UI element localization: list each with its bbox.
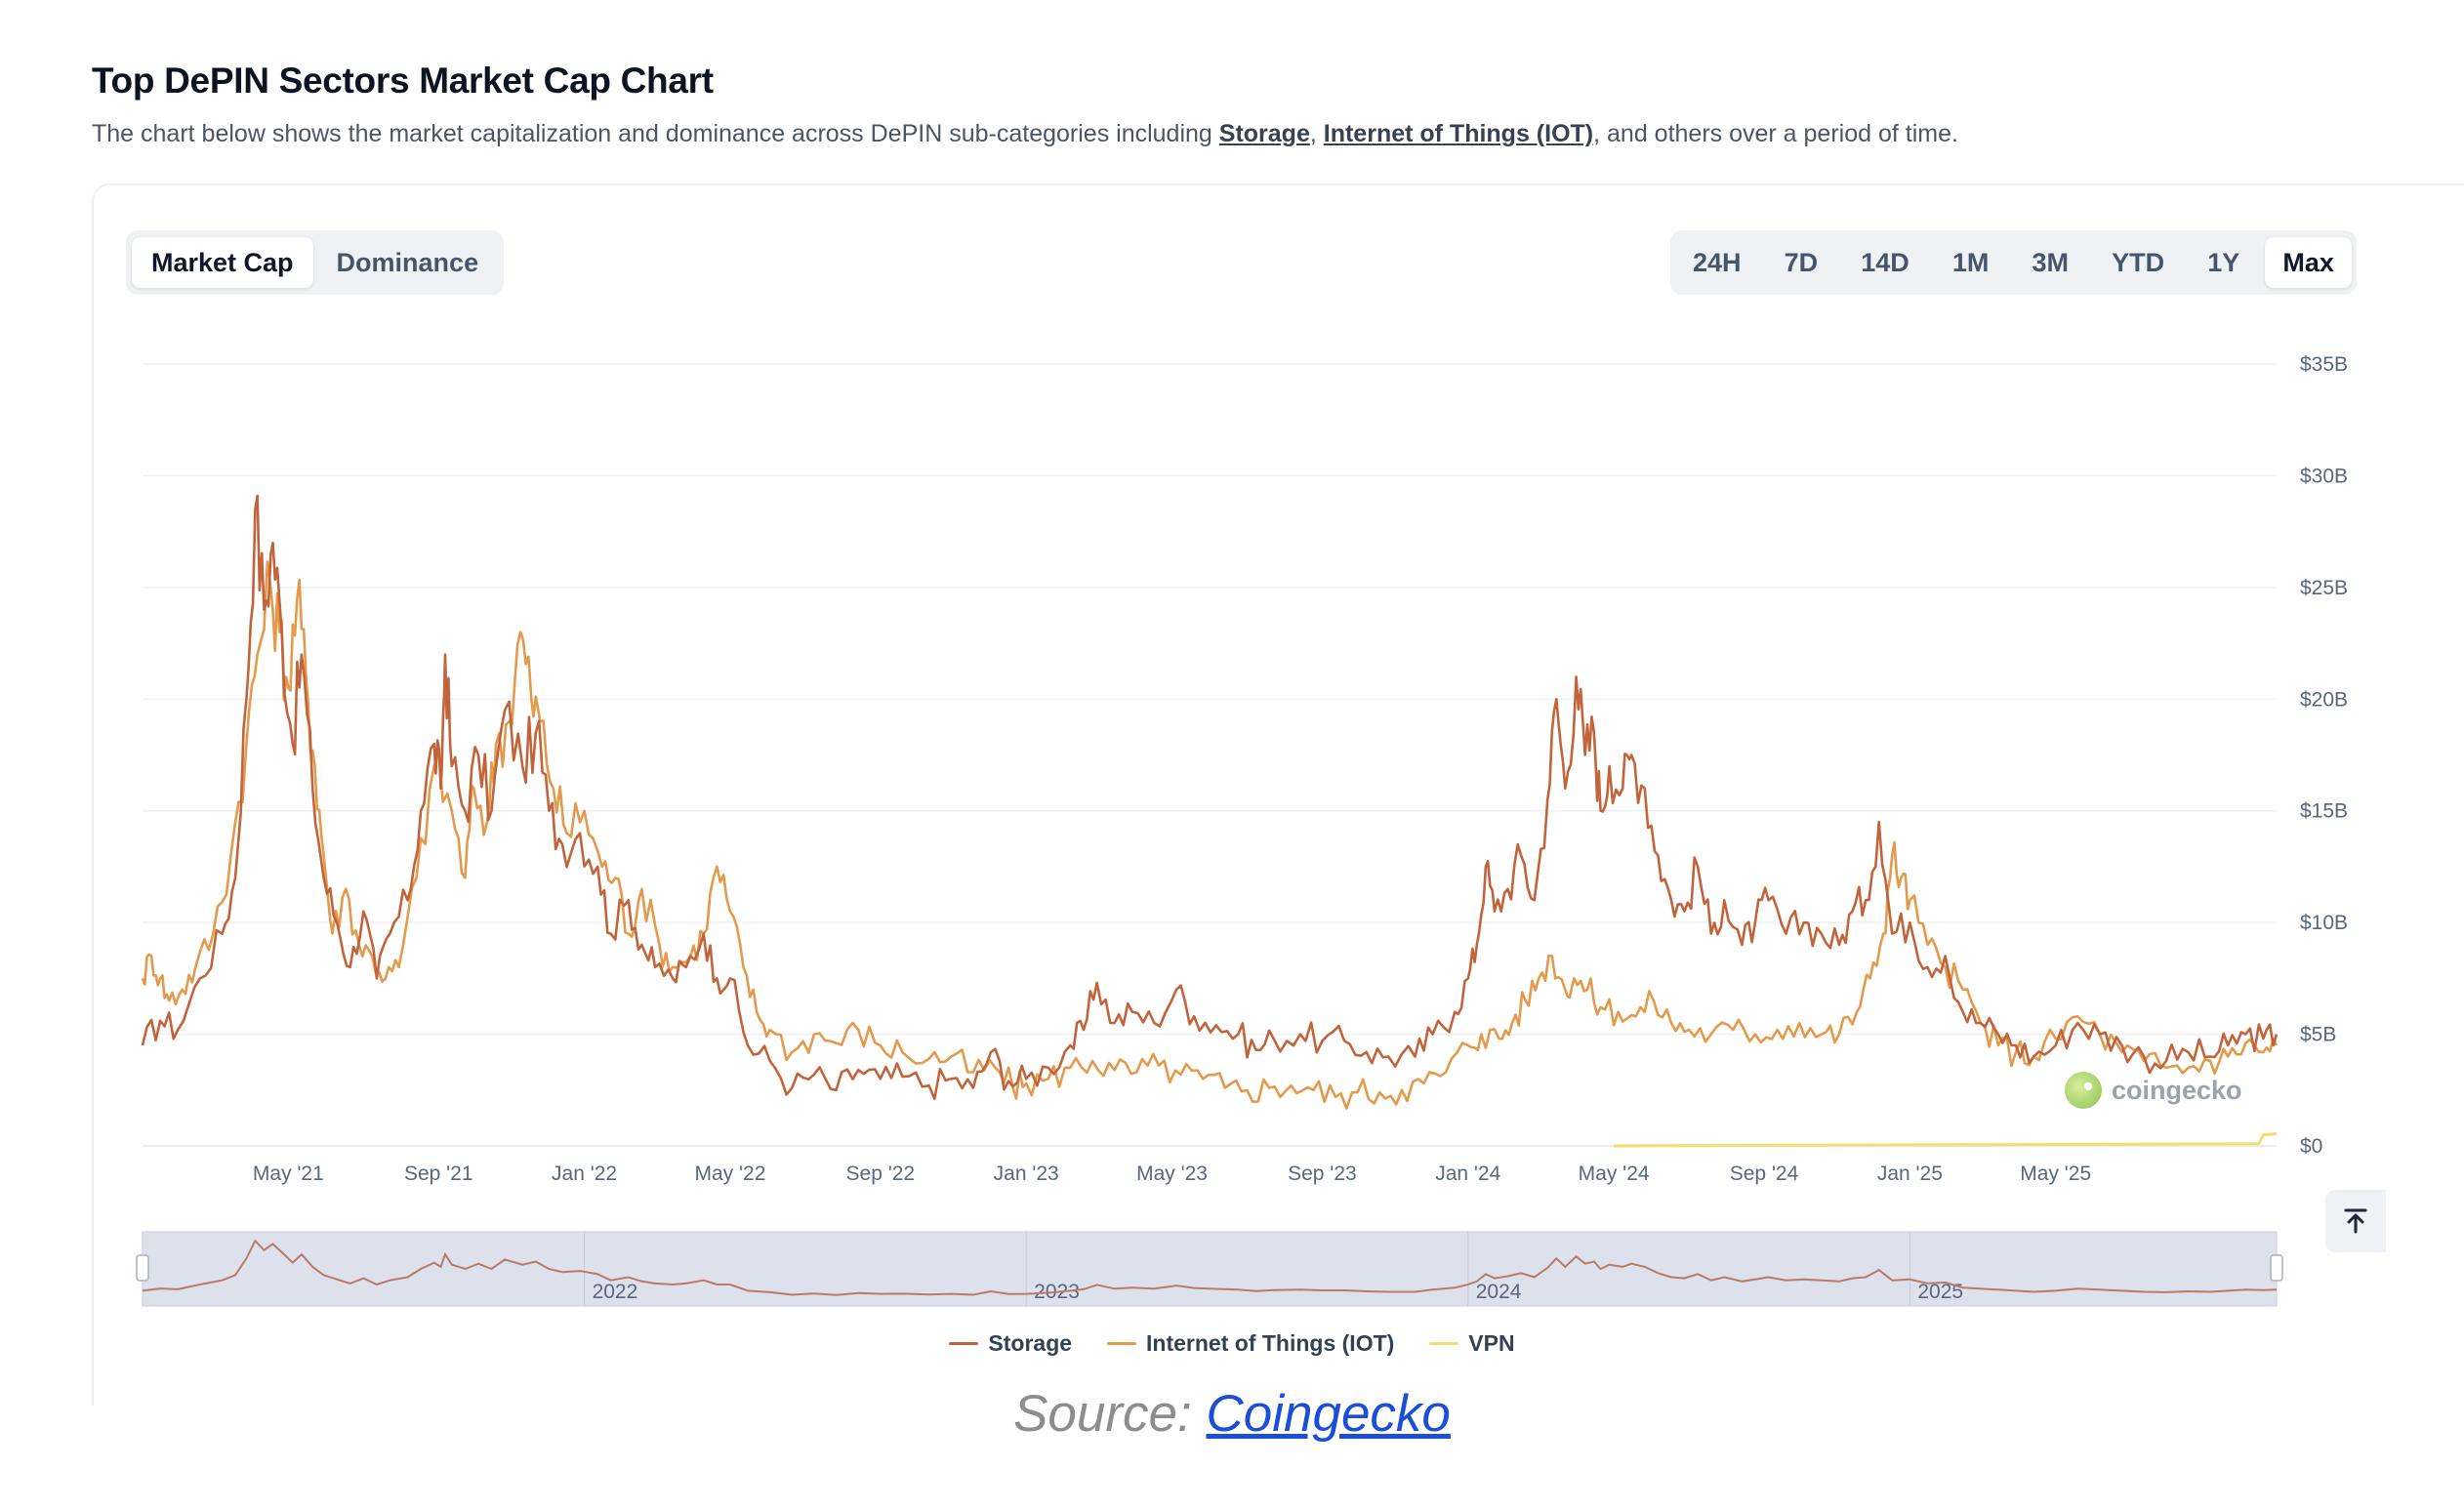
- range-navigator[interactable]: 2022 2023 2024 2025: [136, 1231, 2283, 1307]
- source-label: Source:: [1013, 1385, 1207, 1443]
- x-tick-label: May '24: [1579, 1162, 1650, 1185]
- y-tick-label: $10B: [2300, 912, 2348, 934]
- navigator-year-label: 2022: [593, 1281, 638, 1303]
- legend-label-vpn: VPN: [1468, 1330, 1515, 1356]
- legend-item-vpn[interactable]: VPN: [1429, 1330, 1515, 1357]
- legend-swatch-storage: [949, 1342, 979, 1345]
- coingecko-watermark: coingecko: [2065, 1072, 2242, 1109]
- x-tick-label: Jan '22: [552, 1162, 617, 1185]
- range-7d-button[interactable]: 7D: [1767, 237, 1836, 288]
- chart-legend: Storage Internet of Things (IOT) VPN: [0, 1330, 2464, 1357]
- legend-item-iot[interactable]: Internet of Things (IOT): [1107, 1330, 1394, 1357]
- watermark-text: coingecko: [2112, 1075, 2242, 1105]
- source-link[interactable]: Coingecko: [1206, 1385, 1451, 1443]
- x-tick-label: Sep '23: [1288, 1162, 1357, 1185]
- description-text-start: The chart below shows the market capital…: [92, 120, 1219, 147]
- y-tick-label: $25B: [2300, 577, 2348, 599]
- legend-label-iot: Internet of Things (IOT): [1146, 1330, 1395, 1356]
- range-ytd-button[interactable]: YTD: [2094, 237, 2182, 288]
- x-tick-label: Jan '24: [1435, 1162, 1500, 1185]
- range-24h-button[interactable]: 24H: [1675, 237, 1759, 288]
- chart-description: The chart below shows the market capital…: [92, 120, 1958, 148]
- y-tick-label: $20B: [2300, 688, 2348, 711]
- iot-link[interactable]: Internet of Things (IOT): [1323, 120, 1594, 147]
- legend-item-storage[interactable]: Storage: [949, 1330, 1072, 1357]
- description-text-end: , and others over a period of time.: [1593, 120, 1958, 147]
- tab-market-cap[interactable]: Market Cap: [132, 237, 313, 288]
- series-line-storage: [141, 494, 2279, 1100]
- coingecko-logo-icon: [2065, 1072, 2102, 1109]
- y-tick-label: $35B: [2300, 353, 2348, 376]
- arrow-to-top-icon: [2344, 1208, 2367, 1234]
- x-tick-label: May '23: [1136, 1162, 1208, 1185]
- x-tick-label: May '22: [695, 1162, 766, 1185]
- view-toggle: Market Cap Dominance: [126, 230, 505, 295]
- y-tick-label: $15B: [2300, 800, 2348, 823]
- y-tick-label: $0: [2300, 1135, 2322, 1158]
- x-tick-label: Jan '25: [1877, 1162, 1943, 1185]
- navigator-window: [142, 1231, 2278, 1307]
- range-1m-button[interactable]: 1M: [1935, 237, 2007, 288]
- description-separator: ,: [1309, 120, 1324, 147]
- x-tick-label: May '25: [2020, 1162, 2091, 1185]
- navigator-handle-left: [136, 1254, 149, 1282]
- navigator-year-label: 2025: [1917, 1281, 1963, 1303]
- range-14d-button[interactable]: 14D: [1843, 237, 1927, 288]
- y-tick-label: $30B: [2300, 465, 2348, 487]
- range-3m-button[interactable]: 3M: [2015, 237, 2087, 288]
- series-line-vpn: [1614, 1131, 2278, 1148]
- x-tick-label: Sep '21: [404, 1162, 473, 1185]
- time-range-selector: 24H 7D 14D 1M 3M YTD 1Y Max: [1670, 230, 2357, 295]
- navigator-year-label: 2024: [1476, 1281, 1522, 1303]
- x-axis-labels: May '21 Sep '21 Jan '22 May '22 Sep '22 Jan '…: [253, 1162, 2091, 1185]
- legend-label-storage: Storage: [988, 1330, 1073, 1356]
- x-tick-label: May '21: [253, 1162, 324, 1185]
- page-title: Top DePIN Sectors Market Cap Chart: [92, 61, 714, 101]
- series-line-internet-of-things-iot: [141, 560, 2279, 1110]
- x-tick-label: Sep '24: [1730, 1162, 1799, 1185]
- navigator-series-line: [142, 1239, 2278, 1296]
- source-credit: Source: Coingecko: [0, 1384, 2464, 1444]
- tab-dominance[interactable]: Dominance: [317, 237, 499, 288]
- scroll-top-button[interactable]: [2325, 1190, 2386, 1252]
- y-axis-labels: $0 $5B $10B $15B $20B $25B $30B $35B: [2300, 353, 2348, 1158]
- navigator-handle-right: [2270, 1254, 2283, 1282]
- legend-swatch-iot: [1107, 1342, 1137, 1345]
- series-lines: [141, 494, 2279, 1148]
- range-max-button[interactable]: Max: [2265, 237, 2352, 288]
- x-tick-label: Sep '22: [846, 1162, 916, 1185]
- x-tick-label: Jan '23: [994, 1162, 1059, 1185]
- range-1y-button[interactable]: 1Y: [2190, 237, 2257, 288]
- legend-swatch-vpn: [1429, 1342, 1459, 1345]
- y-tick-label: $5B: [2300, 1024, 2336, 1046]
- storage-link[interactable]: Storage: [1218, 120, 1310, 147]
